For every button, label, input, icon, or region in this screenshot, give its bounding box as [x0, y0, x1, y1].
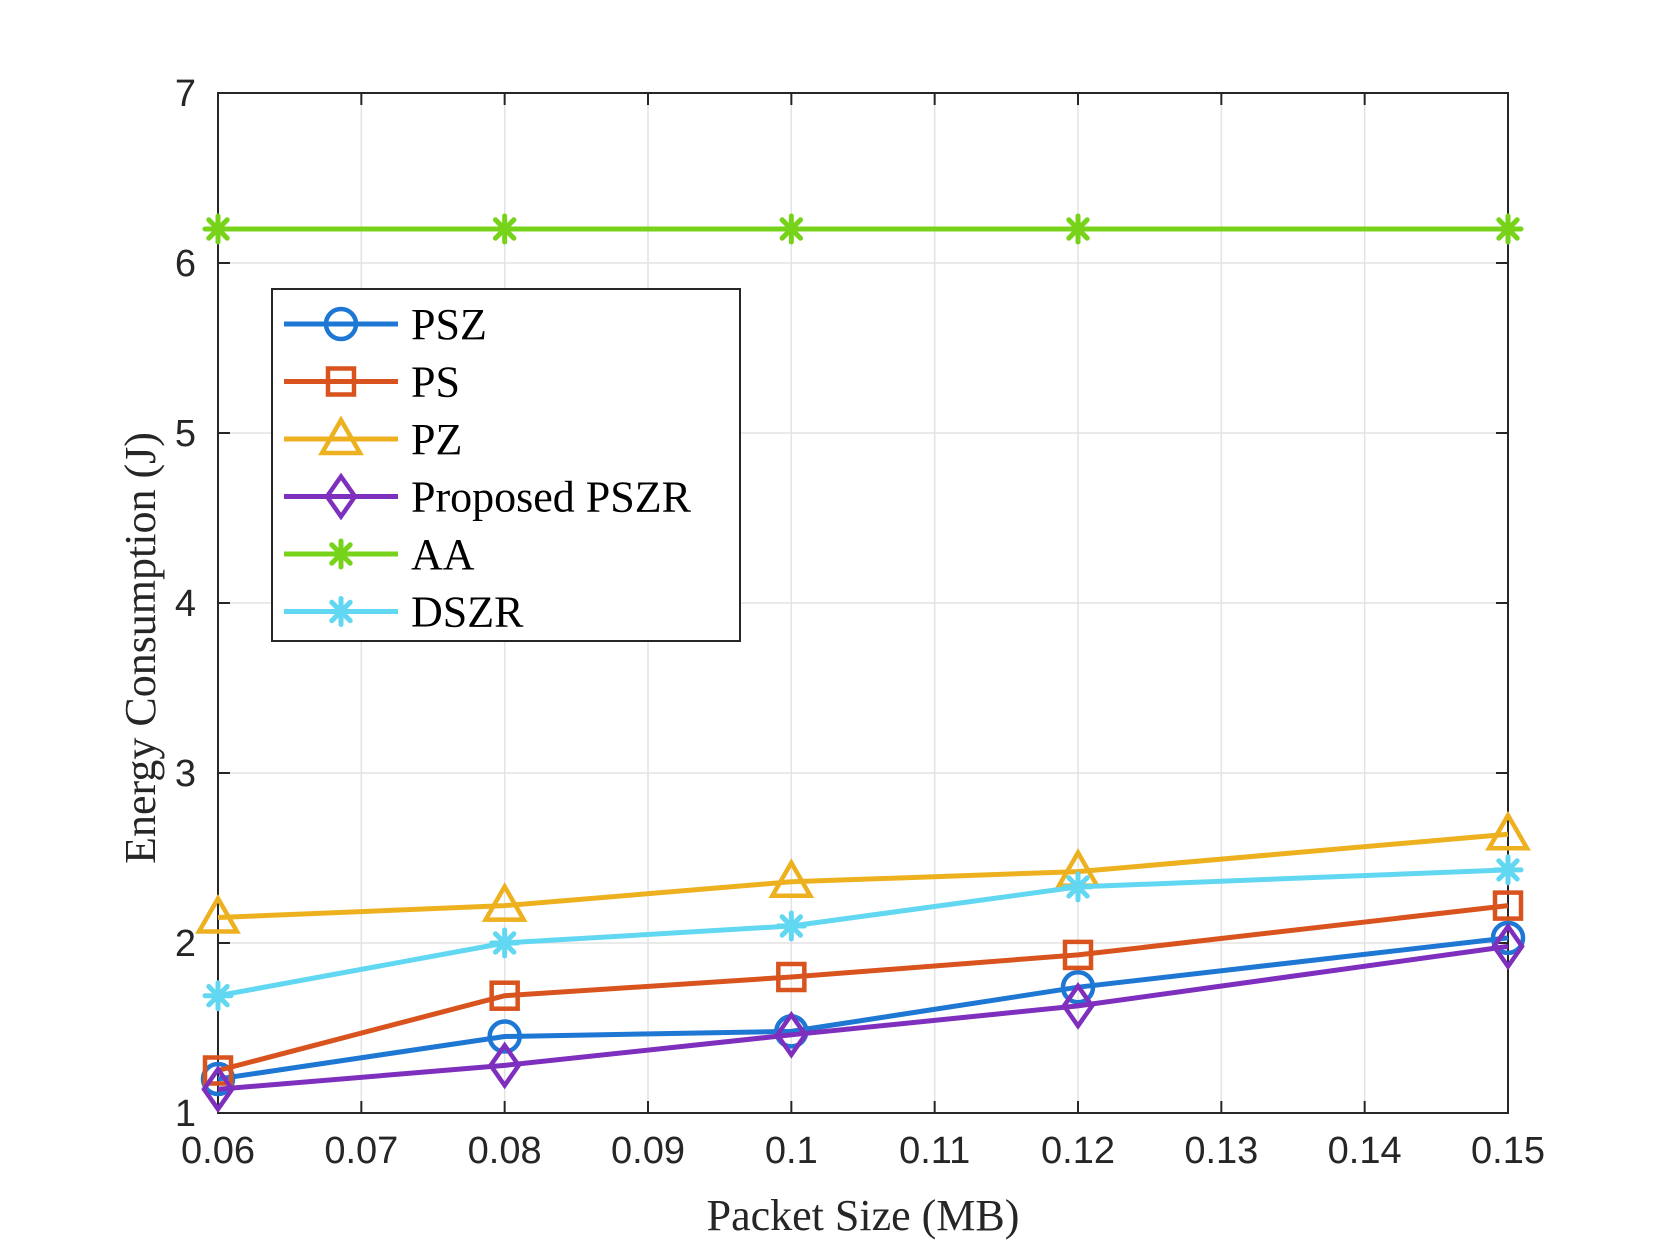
data-point — [1485, 810, 1531, 851]
data-point — [1492, 213, 1524, 245]
legend-marker — [318, 415, 364, 456]
data-point — [201, 1065, 235, 1114]
y-tick-label: 2 — [175, 923, 196, 965]
data-point — [1062, 213, 1094, 245]
data-point — [202, 1055, 234, 1086]
x-tick-label: 0.09 — [611, 1130, 685, 1172]
series-line — [217, 943, 1509, 1092]
legend-label: Proposed PSZR — [411, 473, 692, 522]
series-dszr — [202, 854, 1524, 1012]
legend-item: PZ — [284, 415, 462, 464]
x-axis-title: Packet Size (MB) — [707, 1191, 1020, 1240]
x-tick-label: 0.1 — [765, 1130, 818, 1172]
data-point — [195, 893, 241, 934]
series-psz — [200, 920, 1526, 1097]
series-line — [217, 903, 1509, 1073]
y-axis-title: Energy Consumption (J) — [116, 432, 165, 864]
x-tick-label: 0.08 — [468, 1130, 542, 1172]
legend-marker — [324, 472, 358, 521]
data-point — [1492, 890, 1524, 921]
series-ps — [202, 890, 1524, 1086]
x-tick-label: 0.15 — [1471, 1130, 1545, 1172]
data-point — [489, 213, 521, 245]
data-point — [202, 980, 234, 1012]
data-point — [1062, 939, 1094, 971]
legend-marker — [323, 306, 359, 342]
legend-item: AA — [284, 530, 475, 579]
data-point — [481, 882, 528, 922]
legend-label: DSZR — [411, 588, 524, 637]
x-tick-label: 0.07 — [324, 1130, 398, 1172]
series-lines — [195, 213, 1531, 1114]
y-tick-label: 1 — [175, 1093, 196, 1135]
legend-item: Proposed PSZR — [284, 473, 692, 522]
data-point — [1491, 922, 1525, 971]
data-point — [1061, 981, 1095, 1030]
data-point — [489, 927, 521, 959]
tick-labels: 0.06 0.07 0.08 0.09 0.1 0.11 0.12 0.13 0.14 0.15 1… — [175, 73, 1545, 1172]
data-point — [202, 213, 234, 245]
legend-label: AA — [411, 530, 475, 579]
y-tick-label: 6 — [175, 243, 196, 285]
data-point — [1060, 969, 1096, 1005]
series-line — [217, 935, 1509, 1082]
y-tick-label: 4 — [175, 583, 196, 625]
series-line — [217, 867, 1509, 999]
data-point — [1492, 854, 1524, 886]
legend-box — [271, 288, 741, 642]
legend-item: DSZR — [284, 588, 524, 637]
series-line — [217, 831, 1509, 920]
legend-marker — [325, 366, 357, 397]
series-proposed-pszr — [201, 922, 1525, 1114]
axis-ticks — [217, 92, 1509, 1114]
data-point — [1062, 871, 1094, 903]
data-point — [489, 980, 520, 1011]
y-tick-label: 5 — [175, 413, 196, 455]
series-aa — [202, 213, 1524, 245]
data-point — [775, 213, 807, 245]
data-point — [775, 910, 807, 942]
data-point — [768, 858, 815, 899]
x-tick-label: 0.14 — [1328, 1130, 1402, 1172]
x-tick-label: 0.12 — [1041, 1130, 1115, 1172]
legend-item: PSZ — [284, 300, 487, 349]
data-point — [487, 1041, 522, 1090]
legend-marker — [325, 538, 357, 570]
legend-item: PS — [284, 358, 460, 407]
data-point — [776, 961, 807, 993]
legend-label: PZ — [411, 415, 462, 464]
y-tick-label: 3 — [175, 753, 196, 795]
x-tick-label: 0.11 — [899, 1130, 970, 1172]
legend-label: PSZ — [411, 300, 487, 349]
legend: PSZ PS PZ Proposed PSZR AA DSZR — [271, 288, 741, 642]
legend-label: PS — [411, 358, 460, 407]
data-point — [774, 1010, 809, 1059]
x-tick-label: 0.13 — [1184, 1130, 1258, 1172]
data-point — [487, 1019, 522, 1054]
legend-marker — [325, 596, 357, 627]
x-tick-label: 0.06 — [181, 1130, 255, 1172]
y-tick-label: 7 — [175, 73, 196, 115]
